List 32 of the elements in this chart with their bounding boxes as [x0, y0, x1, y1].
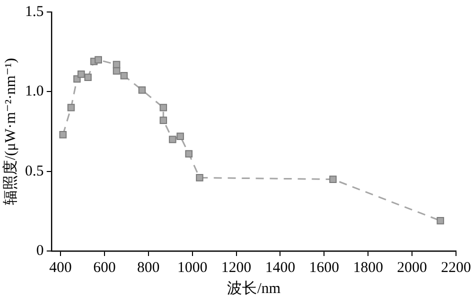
point — [196, 174, 204, 182]
point — [59, 131, 67, 138]
x-axis-title: 波长/nm — [227, 280, 281, 297]
point — [94, 56, 102, 64]
y-tick-label: 0.5 — [25, 163, 44, 180]
point — [168, 136, 176, 144]
point — [185, 150, 193, 158]
point — [67, 104, 75, 112]
x-tick-label: 400 — [49, 260, 72, 276]
point — [160, 116, 168, 124]
point — [329, 176, 337, 183]
point — [176, 132, 184, 140]
x-tick-label: 1000 — [177, 260, 208, 276]
x-tick-label: 1200 — [221, 260, 252, 276]
x-tick-label: 800 — [137, 260, 160, 276]
point — [112, 67, 120, 75]
point — [78, 70, 85, 78]
point — [120, 72, 128, 80]
y-tick-label: 1.0 — [25, 84, 44, 100]
x-tick-label: 2000 — [397, 260, 428, 276]
point — [138, 86, 146, 94]
x-tick-label: 1600 — [309, 260, 340, 276]
x-tick-label: 2200 — [441, 260, 471, 276]
point — [436, 217, 444, 224]
point — [160, 104, 168, 112]
x-tick-label: 1800 — [353, 260, 384, 276]
x-tick-label: 600 — [93, 260, 116, 276]
y-tick-label: 1.5 — [25, 4, 44, 20]
y-tick-label: 0 — [36, 242, 44, 259]
point — [84, 74, 92, 82]
x-tick-label: 1400 — [265, 260, 296, 276]
y-axis-title: 辐照度/(μW·m⁻²·nm⁻¹) — [2, 58, 19, 206]
